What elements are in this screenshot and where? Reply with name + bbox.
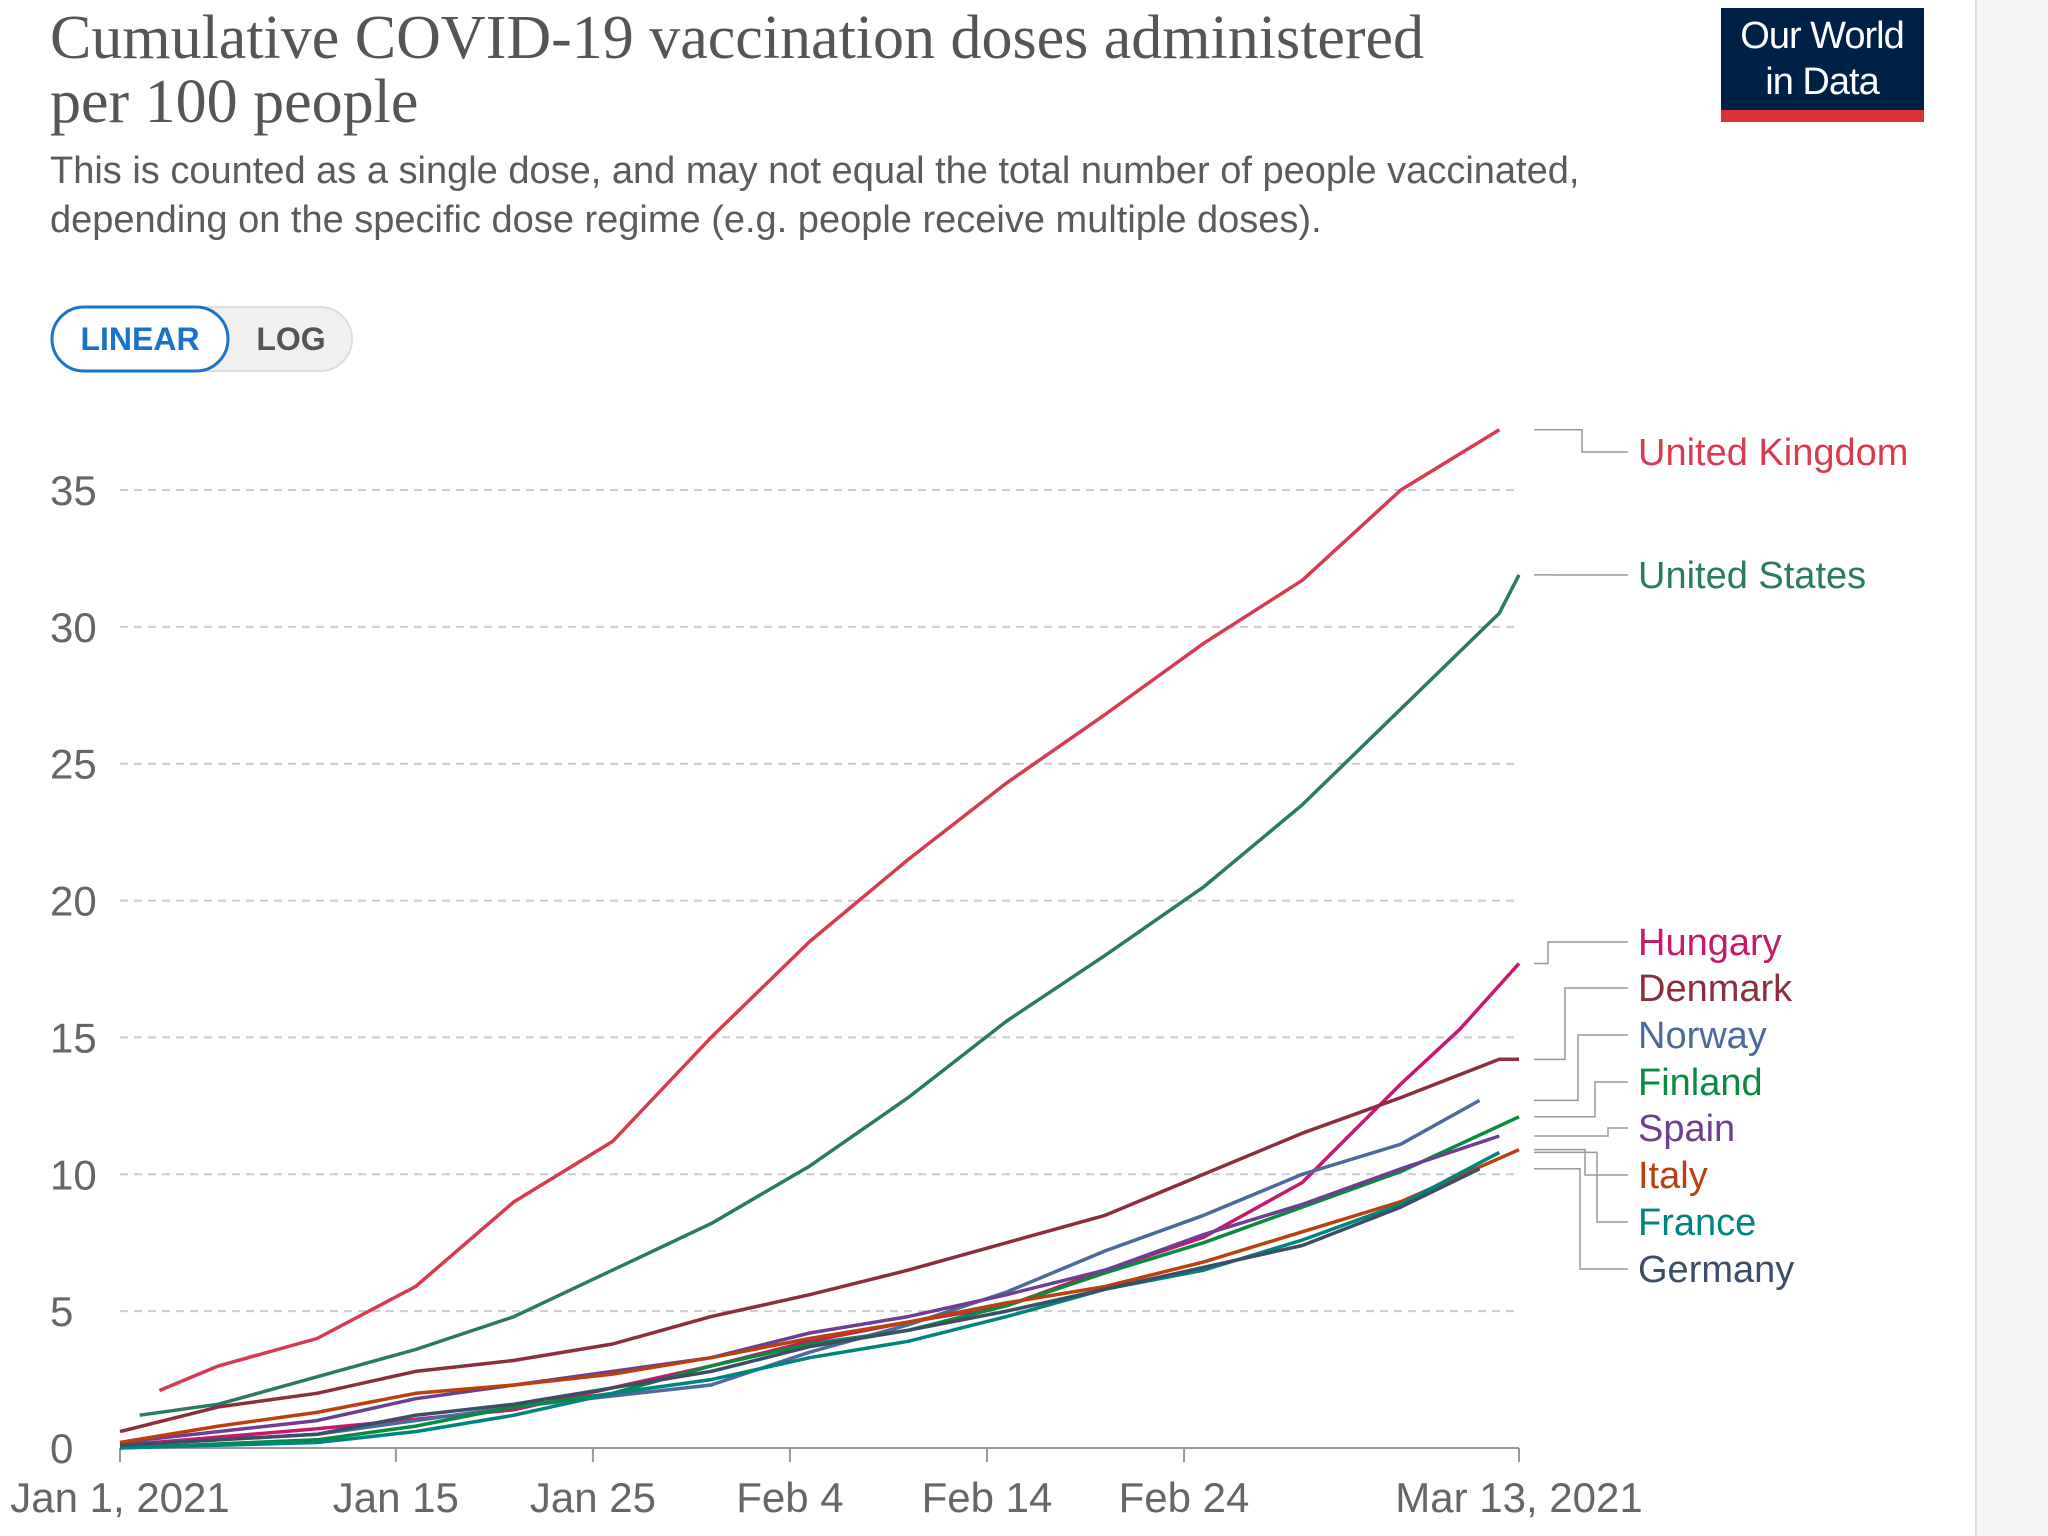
y-tick-label: 25 [50, 741, 97, 788]
chart-subtitle: depending on the specific dose regime (e… [50, 199, 1322, 241]
scale-toggle[interactable]: LINEAR LOG [50, 305, 353, 373]
chart-title: per 100 people [50, 68, 418, 136]
legend-label: France [1638, 1202, 1756, 1244]
y-tick-label: 30 [50, 604, 97, 651]
linear-button[interactable] [50, 305, 230, 373]
series-line [139, 574, 1521, 1417]
label-connector [1534, 1127, 1628, 1137]
series-line [158, 428, 1501, 1393]
label-connector [1534, 1081, 1628, 1118]
legend-label: Italy [1638, 1155, 1708, 1197]
series-line [119, 1148, 1520, 1445]
side-strip [1976, 0, 2048, 1536]
x-tick-label: Jan 15 [333, 1474, 459, 1521]
label-connector [1534, 1151, 1628, 1223]
y-tick-label: 15 [50, 1014, 97, 1061]
label-connector [1534, 987, 1628, 1061]
series-line [119, 1134, 1500, 1445]
y-tick-label: 5 [50, 1288, 73, 1335]
log-button-label[interactable]: LOG [256, 321, 325, 357]
label-connector [1534, 1148, 1628, 1176]
logo-text: in Data [1765, 61, 1880, 103]
x-tick-label: Mar 13, 2021 [1395, 1474, 1643, 1521]
chart-title: Cumulative COVID-19 vaccination doses ad… [50, 4, 1424, 72]
legend-label: Germany [1638, 1249, 1794, 1291]
legend-label: Norway [1638, 1015, 1767, 1057]
legend-label: Spain [1638, 1108, 1735, 1150]
logo-box [1721, 8, 1924, 112]
legend-label: Hungary [1638, 922, 1782, 964]
series-line [119, 1057, 1519, 1434]
logo-stripe [1721, 110, 1924, 122]
logo: Our World in Data [1721, 8, 1924, 122]
legend-label: United States [1638, 555, 1866, 597]
series-line [119, 1098, 1481, 1448]
series-line [119, 1167, 1481, 1448]
label-connector [1534, 1034, 1628, 1102]
legend-label: Finland [1638, 1062, 1763, 1104]
y-tick-label: 35 [50, 467, 97, 514]
legend-label: Denmark [1638, 968, 1793, 1010]
legend-label: United Kingdom [1638, 432, 1908, 474]
chart-subtitle: This is counted as a single dose, and ma… [50, 150, 1579, 192]
x-tick-label: Feb 24 [1119, 1474, 1250, 1521]
x-tick-label: Jan 1, 2021 [10, 1474, 230, 1521]
x-tick-label: Jan 25 [530, 1474, 656, 1521]
x-tick-label: Feb 14 [922, 1474, 1053, 1521]
linear-button-label[interactable]: LINEAR [80, 321, 199, 357]
logo-text: Our World [1740, 15, 1903, 57]
series-line [119, 1150, 1501, 1450]
label-connector [1534, 429, 1628, 453]
label-connector [1534, 941, 1628, 965]
y-tick-label: 0 [50, 1425, 73, 1472]
y-tick-label: 10 [50, 1151, 97, 1198]
y-tick-label: 20 [50, 878, 97, 925]
label-connector [1534, 1168, 1628, 1270]
x-tick-label: Feb 4 [736, 1474, 843, 1521]
